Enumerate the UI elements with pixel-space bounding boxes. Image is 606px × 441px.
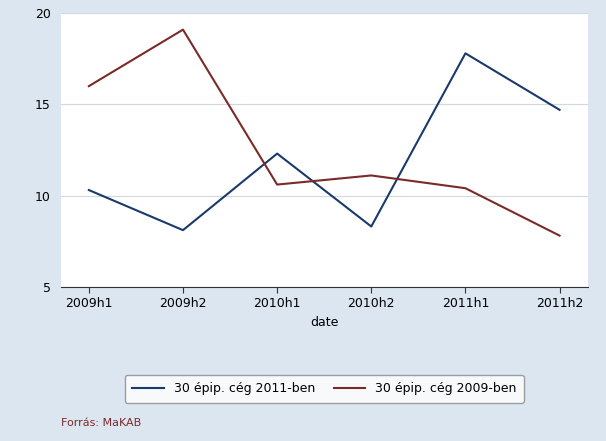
X-axis label: date: date bbox=[310, 316, 338, 329]
Legend: 30 épip. cég 2011-ben, 30 épip. cég 2009-ben: 30 épip. cég 2011-ben, 30 épip. cég 2009… bbox=[125, 375, 524, 403]
Text: Forrás: MaKAB: Forrás: MaKAB bbox=[61, 418, 141, 428]
